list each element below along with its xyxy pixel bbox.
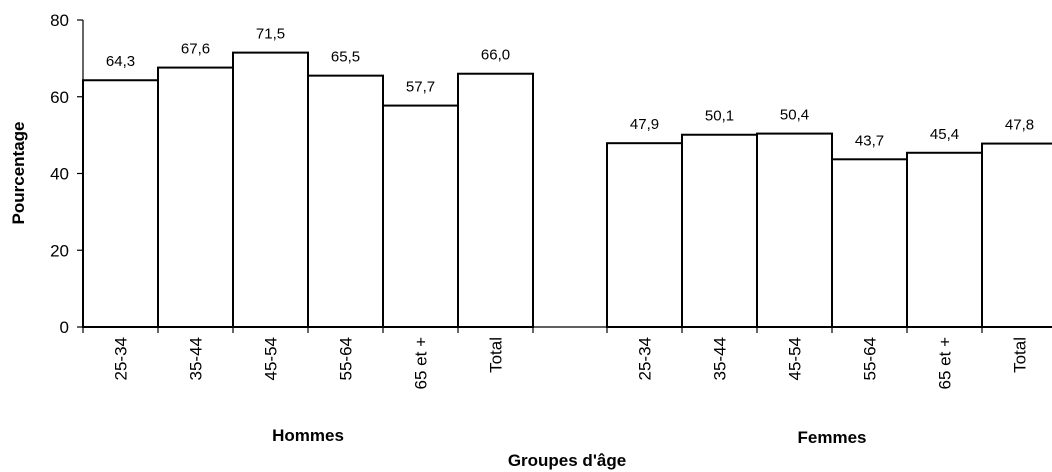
category-label: Total [487, 337, 506, 373]
y-axis-title: Pourcentage [9, 122, 28, 225]
data-label: 47,8 [1005, 117, 1034, 134]
bar [157, 66, 234, 329]
data-label: 71,5 [256, 26, 285, 43]
y-tick-label: 0 [60, 318, 69, 337]
category-label: 25-34 [112, 337, 131, 380]
category-label: 35-44 [187, 337, 206, 380]
category-label: 45-54 [262, 337, 281, 380]
labels-layer: 0 20 40 60 80 64,3 25-34 67,6 35-44 71,5 45-54 65,5… [50, 11, 1034, 447]
bar [981, 142, 1052, 328]
data-label: 45,4 [930, 126, 959, 143]
y-tick-label: 60 [50, 88, 69, 107]
data-label: 47,9 [630, 116, 659, 133]
category-label: 55-64 [337, 337, 356, 380]
y-tick-label: 80 [50, 11, 69, 30]
data-label: 67,6 [181, 41, 210, 58]
data-label: 50,1 [705, 108, 734, 125]
category-label: 35-44 [711, 337, 730, 380]
bar [232, 51, 309, 329]
bar [457, 72, 534, 328]
axes-layer [77, 19, 1052, 333]
x-axis-title: Groupes d'âge [508, 451, 626, 470]
bar [82, 79, 159, 328]
group-label: Hommes [272, 426, 344, 445]
category-label: 55-64 [861, 337, 880, 380]
category-label: Total [1011, 337, 1030, 373]
bar [906, 151, 983, 328]
bar [382, 104, 459, 328]
bar [606, 142, 683, 328]
category-label: 65 et + [936, 337, 955, 390]
y-tick-label: 20 [50, 241, 69, 260]
y-tick-label: 40 [50, 165, 69, 184]
group-label: Femmes [798, 428, 867, 447]
data-label: 66,0 [481, 47, 510, 64]
bars-layer [82, 51, 1052, 329]
data-label: 65,5 [331, 49, 360, 66]
bar [307, 74, 384, 328]
bar [831, 158, 908, 328]
data-label: 43,7 [855, 132, 884, 149]
bar [756, 132, 833, 328]
category-label: 25-34 [636, 337, 655, 380]
data-label: 50,4 [780, 107, 809, 124]
data-label: 57,7 [406, 79, 435, 96]
data-label: 64,3 [106, 53, 135, 70]
category-label: 65 et + [412, 337, 431, 390]
bar [681, 133, 758, 328]
category-label: 45-54 [786, 337, 805, 380]
